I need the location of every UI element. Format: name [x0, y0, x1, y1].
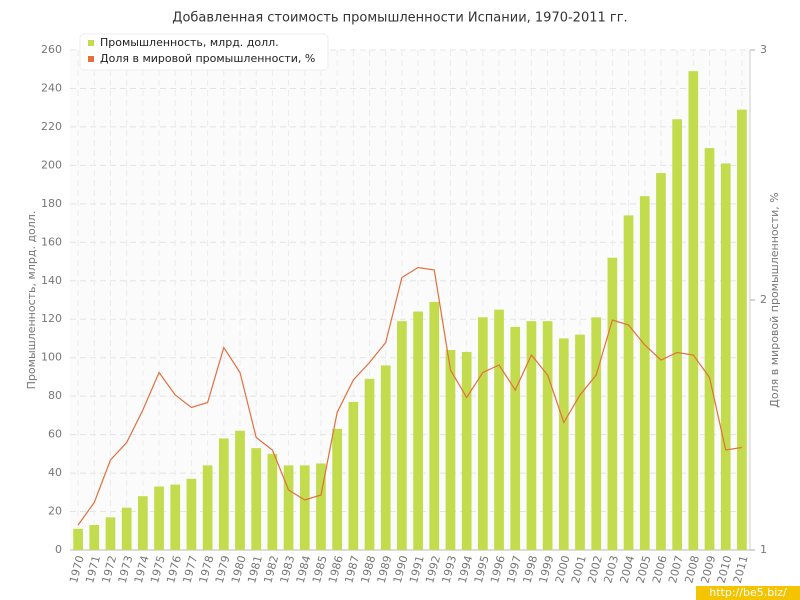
line	[77, 266, 742, 526]
bar	[235, 430, 245, 550]
y-tick-label: 40	[48, 466, 62, 479]
y-tick-label: 120	[41, 312, 62, 325]
y2-tick-label: 2	[760, 293, 767, 306]
bar	[89, 525, 100, 550]
bar	[704, 148, 715, 551]
y-tick-label: 180	[41, 197, 62, 210]
bar	[607, 257, 618, 550]
bar	[218, 438, 229, 550]
bar	[332, 428, 342, 550]
y-tick-label: 240	[41, 81, 62, 94]
bar	[380, 365, 391, 550]
legend-label: Промышленность, млрд. долл.	[100, 36, 279, 49]
legend-swatch	[88, 40, 94, 46]
bar	[251, 448, 262, 550]
bar	[429, 301, 440, 550]
bar	[737, 109, 747, 550]
bar	[688, 71, 699, 551]
y-tick-label: 20	[48, 505, 62, 518]
legend: Промышленность, млрд. долл. Доля в мирово…	[79, 33, 329, 71]
bar	[542, 321, 553, 550]
y-tick-label: 220	[41, 120, 62, 133]
y-tick-label: 260	[41, 43, 62, 56]
bar	[510, 326, 521, 550]
bar	[364, 378, 375, 550]
bar	[461, 351, 472, 550]
bar	[639, 196, 650, 550]
bar	[299, 465, 310, 550]
bar	[202, 465, 213, 550]
bar	[170, 484, 181, 550]
bar	[154, 486, 164, 550]
y-tick-label: 100	[41, 351, 62, 364]
y2-axis-label: Доля в мировой промышленности, %	[768, 192, 781, 407]
bar	[413, 311, 423, 550]
chart-title: Добавленная стоимость промышленности Исп…	[172, 11, 627, 26]
watermark: http://be5.biz/	[709, 586, 787, 599]
bar	[558, 338, 569, 550]
plot-area	[70, 50, 750, 550]
bar	[138, 496, 148, 550]
bar	[623, 215, 634, 550]
bar	[445, 350, 456, 550]
bar	[478, 317, 488, 550]
bar	[575, 334, 585, 550]
bar	[283, 465, 294, 550]
y2-tick-label: 3	[760, 43, 767, 56]
y-tick-label: 140	[41, 274, 62, 287]
legend-swatch	[88, 56, 94, 62]
bar	[720, 163, 731, 550]
y-tick-label: 200	[41, 158, 62, 171]
y-tick-label: 160	[41, 235, 62, 248]
bar	[267, 453, 278, 550]
legend-box	[79, 33, 329, 71]
bar	[348, 401, 359, 550]
bar	[397, 321, 407, 550]
bar	[494, 309, 504, 550]
bar	[121, 507, 132, 550]
y-tick-label: 0	[55, 543, 62, 556]
bar	[105, 517, 116, 550]
y2-tick-label: 1	[760, 543, 767, 556]
y-tick-label: 60	[48, 428, 62, 441]
bar	[186, 478, 197, 550]
bar	[316, 463, 326, 550]
bar	[73, 528, 83, 550]
y-axis-label: Промышленность, млрд. долл.	[25, 211, 38, 390]
watermark-bg	[696, 586, 800, 600]
bar	[526, 321, 537, 550]
legend-label: Доля в мировой промышленности, %	[100, 52, 315, 65]
bar	[656, 173, 666, 551]
bar	[591, 317, 602, 550]
bar	[672, 119, 682, 550]
y-tick-label: 80	[48, 389, 62, 402]
